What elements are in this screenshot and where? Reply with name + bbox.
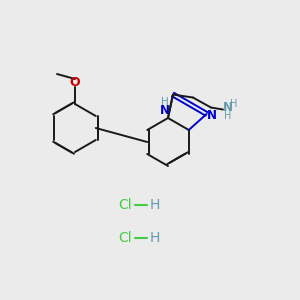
Text: H: H xyxy=(150,231,160,245)
Text: N: N xyxy=(207,110,217,122)
Text: N: N xyxy=(223,101,233,114)
Text: N: N xyxy=(160,103,170,116)
Text: H: H xyxy=(161,97,169,107)
Text: Cl: Cl xyxy=(118,231,132,245)
Text: H: H xyxy=(150,198,160,212)
Text: Cl: Cl xyxy=(118,198,132,212)
Text: H: H xyxy=(224,110,232,121)
Text: H: H xyxy=(230,98,238,109)
Text: O: O xyxy=(70,76,80,89)
